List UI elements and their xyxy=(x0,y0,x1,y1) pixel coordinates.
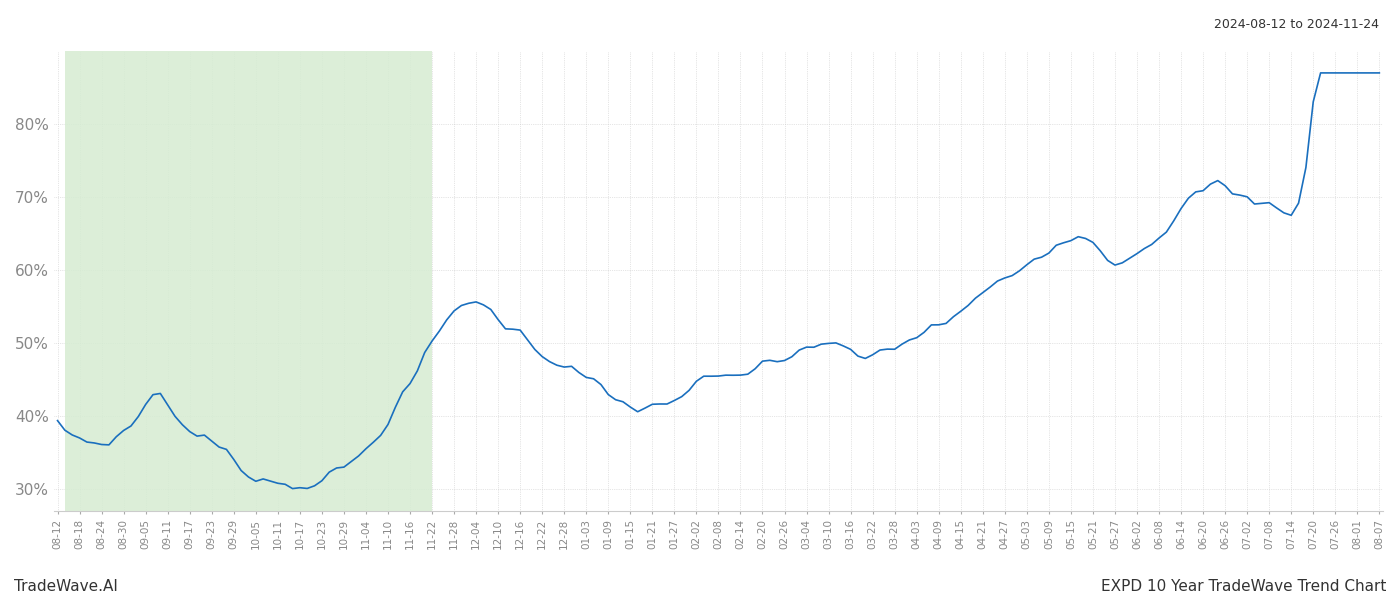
Bar xyxy=(64,51,433,511)
Text: 2024-08-12 to 2024-11-24: 2024-08-12 to 2024-11-24 xyxy=(1214,18,1379,31)
Text: TradeWave.AI: TradeWave.AI xyxy=(14,579,118,594)
Text: EXPD 10 Year TradeWave Trend Chart: EXPD 10 Year TradeWave Trend Chart xyxy=(1100,579,1386,594)
